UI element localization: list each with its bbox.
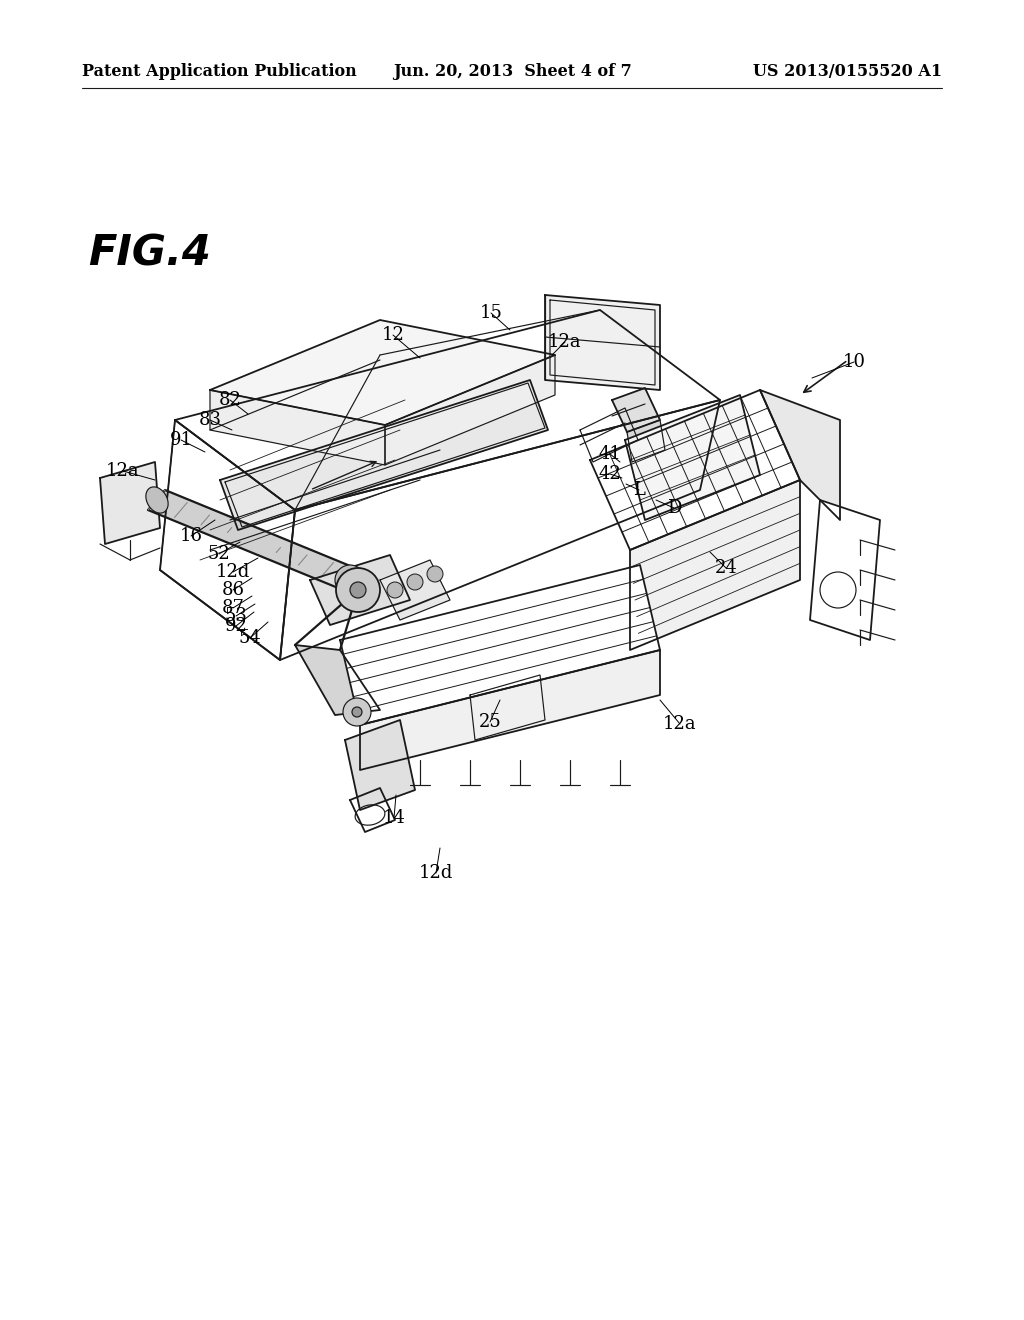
Text: 12: 12 xyxy=(382,326,404,345)
Text: FIG.4: FIG.4 xyxy=(88,232,211,275)
Text: 12d: 12d xyxy=(216,564,250,581)
Polygon shape xyxy=(612,388,660,432)
Text: 12a: 12a xyxy=(106,462,140,480)
Circle shape xyxy=(350,582,366,598)
Text: 42: 42 xyxy=(599,465,622,483)
Polygon shape xyxy=(345,719,415,810)
Text: Jun. 20, 2013  Sheet 4 of 7: Jun. 20, 2013 Sheet 4 of 7 xyxy=(392,63,632,81)
Polygon shape xyxy=(310,554,410,624)
Polygon shape xyxy=(295,645,380,715)
Polygon shape xyxy=(160,420,295,660)
Text: 54: 54 xyxy=(239,630,261,647)
Text: 14: 14 xyxy=(383,809,406,828)
Ellipse shape xyxy=(145,487,168,513)
Text: 15: 15 xyxy=(479,304,503,322)
Polygon shape xyxy=(760,389,840,520)
Polygon shape xyxy=(210,319,555,425)
Text: 53: 53 xyxy=(224,607,248,624)
Text: 82: 82 xyxy=(218,391,242,409)
Text: 92: 92 xyxy=(224,616,248,635)
Text: D: D xyxy=(667,499,681,517)
Polygon shape xyxy=(545,294,660,389)
Text: 16: 16 xyxy=(179,527,203,545)
Text: 12d: 12d xyxy=(419,865,454,882)
Text: 12a: 12a xyxy=(664,715,696,733)
Polygon shape xyxy=(210,389,385,465)
Polygon shape xyxy=(627,420,665,462)
Circle shape xyxy=(335,565,365,595)
Text: 87: 87 xyxy=(221,599,245,616)
Text: 52: 52 xyxy=(208,545,230,564)
Polygon shape xyxy=(280,400,720,660)
Text: Patent Application Publication: Patent Application Publication xyxy=(82,63,356,81)
Circle shape xyxy=(336,568,380,612)
Polygon shape xyxy=(590,389,800,550)
Circle shape xyxy=(387,582,403,598)
Text: 91: 91 xyxy=(170,432,193,449)
Polygon shape xyxy=(810,500,880,640)
Polygon shape xyxy=(148,490,360,590)
Polygon shape xyxy=(360,649,660,770)
Text: 10: 10 xyxy=(843,352,865,371)
Polygon shape xyxy=(380,560,450,620)
Polygon shape xyxy=(340,565,660,725)
Text: 25: 25 xyxy=(478,713,502,731)
Polygon shape xyxy=(385,355,555,465)
Text: 24: 24 xyxy=(715,558,737,577)
Text: US 2013/0155520 A1: US 2013/0155520 A1 xyxy=(753,63,942,81)
Circle shape xyxy=(427,566,443,582)
Text: 83: 83 xyxy=(199,411,221,429)
Circle shape xyxy=(343,698,371,726)
Circle shape xyxy=(407,574,423,590)
Text: 41: 41 xyxy=(599,445,622,463)
Polygon shape xyxy=(220,380,548,531)
Polygon shape xyxy=(175,310,720,510)
Polygon shape xyxy=(625,395,760,520)
Polygon shape xyxy=(100,462,160,544)
Text: 86: 86 xyxy=(221,581,245,599)
Text: 12a: 12a xyxy=(548,333,582,351)
Text: L: L xyxy=(633,480,645,499)
Circle shape xyxy=(352,708,362,717)
Polygon shape xyxy=(630,480,800,649)
